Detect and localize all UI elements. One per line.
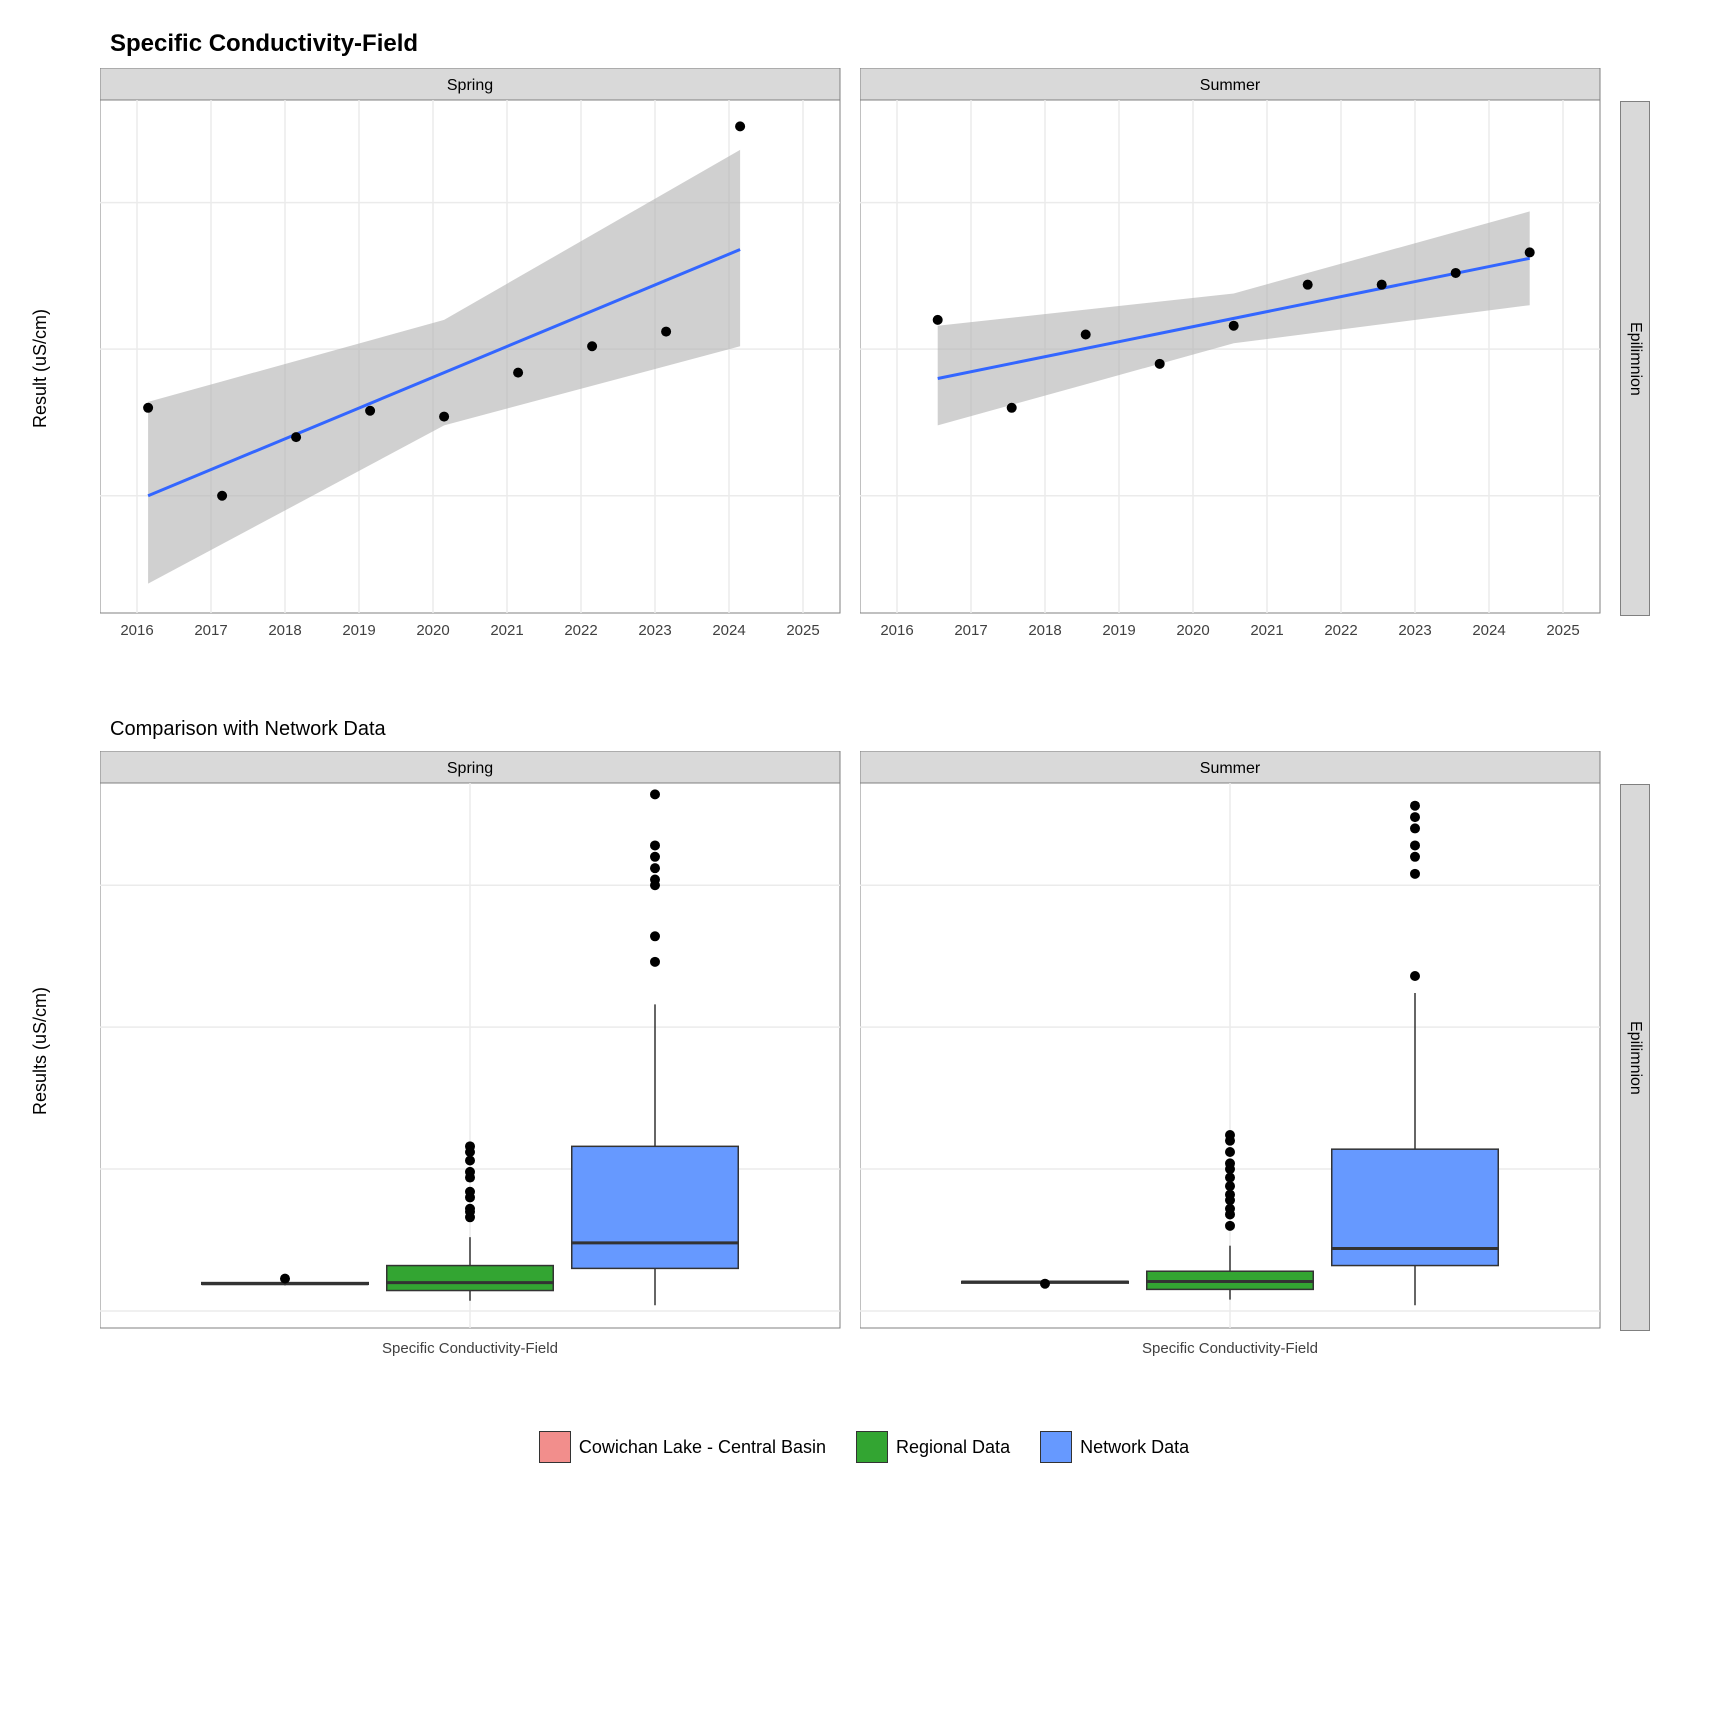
- svg-text:2023: 2023: [1398, 622, 1431, 639]
- svg-text:2018: 2018: [1028, 622, 1061, 639]
- outlier-point: [1410, 971, 1420, 981]
- outlier-point: [1225, 1147, 1235, 1157]
- legend-swatch: [856, 1431, 888, 1463]
- bottom-chart-row: Results (uS/cm) Spring0250500750Specific…: [40, 751, 1688, 1391]
- data-point: [143, 403, 153, 413]
- outlier-point: [1225, 1181, 1235, 1191]
- outlier-point: [650, 875, 660, 885]
- svg-text:2018: 2018: [268, 622, 301, 639]
- svg-text:2016: 2016: [880, 622, 913, 639]
- outlier-point: [465, 1141, 475, 1151]
- data-point: [365, 406, 375, 416]
- svg-text:2025: 2025: [1546, 622, 1579, 639]
- legend-item: Cowichan Lake - Central Basin: [539, 1431, 826, 1463]
- bottom-panel-summer: Summer Specific Conductivity-Field: [860, 751, 1620, 1378]
- data-point: [933, 315, 943, 325]
- svg-text:2017: 2017: [194, 622, 227, 639]
- outlier-point: [650, 863, 660, 873]
- data-point: [1303, 280, 1313, 290]
- bottom-y-axis-label: Results (uS/cm): [30, 791, 51, 1311]
- svg-text:Specific Conductivity-Field: Specific Conductivity-Field: [382, 1340, 558, 1357]
- svg-text:2020: 2020: [416, 622, 449, 639]
- outlier-point: [1225, 1130, 1235, 1140]
- data-point: [587, 341, 597, 351]
- bottom-chart-title: Comparison with Network Data: [110, 718, 1688, 741]
- svg-text:2021: 2021: [490, 622, 523, 639]
- data-point: [1525, 247, 1535, 257]
- top-chart-title: Specific Conductivity-Field: [110, 30, 1688, 58]
- legend-swatch: [1040, 1431, 1072, 1463]
- outlier-point: [1225, 1204, 1235, 1214]
- data-point: [439, 412, 449, 422]
- outlier-point: [1040, 1279, 1050, 1289]
- svg-text:2022: 2022: [564, 622, 597, 639]
- outlier-point: [1410, 823, 1420, 833]
- facet-label: Spring: [447, 77, 493, 94]
- boxplot-box: [387, 1266, 554, 1291]
- svg-text:2021: 2021: [1250, 622, 1283, 639]
- data-point: [1229, 321, 1239, 331]
- legend-item: Regional Data: [856, 1431, 1010, 1463]
- legend: Cowichan Lake - Central Basin Regional Da…: [40, 1431, 1688, 1463]
- facet-label: Summer: [1200, 77, 1261, 94]
- top-chart-row: Result (uS/cm) Spring4550552016201720182…: [40, 68, 1688, 688]
- data-point: [1155, 359, 1165, 369]
- data-point: [513, 368, 523, 378]
- outlier-point: [1410, 801, 1420, 811]
- outlier-point: [465, 1187, 475, 1197]
- data-point: [1377, 280, 1387, 290]
- outlier-point: [1225, 1190, 1235, 1200]
- svg-text:2017: 2017: [954, 622, 987, 639]
- outlier-point: [650, 931, 660, 941]
- svg-text:2022: 2022: [1324, 622, 1357, 639]
- outlier-point: [650, 957, 660, 967]
- data-point: [1081, 330, 1091, 340]
- svg-text:2024: 2024: [712, 622, 745, 639]
- top-panel-summer: Summer 2016 2017 2018 2019 2020 2021 2022 2023 20…: [860, 68, 1620, 688]
- svg-text:2025: 2025: [786, 622, 819, 639]
- outlier-point: [650, 852, 660, 862]
- svg-text:2024: 2024: [1472, 622, 1505, 639]
- outlier-point: [465, 1204, 475, 1214]
- svg-text:2019: 2019: [1102, 622, 1135, 639]
- outlier-point: [465, 1167, 475, 1177]
- svg-text:2020: 2020: [1176, 622, 1209, 639]
- data-point: [1007, 403, 1017, 413]
- legend-swatch: [539, 1431, 571, 1463]
- outlier-point: [1410, 869, 1420, 879]
- legend-label: Cowichan Lake - Central Basin: [579, 1437, 826, 1458]
- svg-text:2023: 2023: [638, 622, 671, 639]
- svg-text:2016: 2016: [120, 622, 153, 639]
- data-point: [735, 121, 745, 131]
- legend-label: Regional Data: [896, 1437, 1010, 1458]
- data-point: [1451, 268, 1461, 278]
- top-panel-spring: Spring4550552016201720182019202020212022…: [100, 68, 860, 688]
- outlier-point: [1410, 840, 1420, 850]
- data-point: [291, 432, 301, 442]
- outlier-point: [650, 840, 660, 850]
- outlier-point: [1225, 1221, 1235, 1231]
- top-facet-right-label: Epilimnion: [1620, 101, 1650, 616]
- figure-container: Specific Conductivity-Field Result (uS/c…: [0, 0, 1728, 1728]
- boxplot-box: [572, 1146, 739, 1268]
- svg-text:Summer: Summer: [1200, 760, 1261, 777]
- svg-text:Specific Conductivity-Field: Specific Conductivity-Field: [1142, 1340, 1318, 1357]
- outlier-point: [1225, 1158, 1235, 1168]
- top-y-axis-label: Result (uS/cm): [30, 108, 51, 628]
- data-point: [661, 327, 671, 337]
- outlier-point: [1225, 1173, 1235, 1183]
- bottom-facet-right-label: Epilimnion: [1620, 784, 1650, 1331]
- outlier-point: [650, 789, 660, 799]
- outlier-point: [465, 1156, 475, 1166]
- outlier-point: [1410, 812, 1420, 822]
- svg-text:Spring: Spring: [447, 760, 493, 777]
- outlier-point: [1410, 852, 1420, 862]
- data-point: [217, 491, 227, 501]
- outlier-point: [280, 1274, 290, 1284]
- bottom-panel-spring: Spring0250500750Specific Conductivity-Fi…: [100, 751, 860, 1378]
- legend-item: Network Data: [1040, 1431, 1189, 1463]
- legend-label: Network Data: [1080, 1437, 1189, 1458]
- svg-text:2019: 2019: [342, 622, 375, 639]
